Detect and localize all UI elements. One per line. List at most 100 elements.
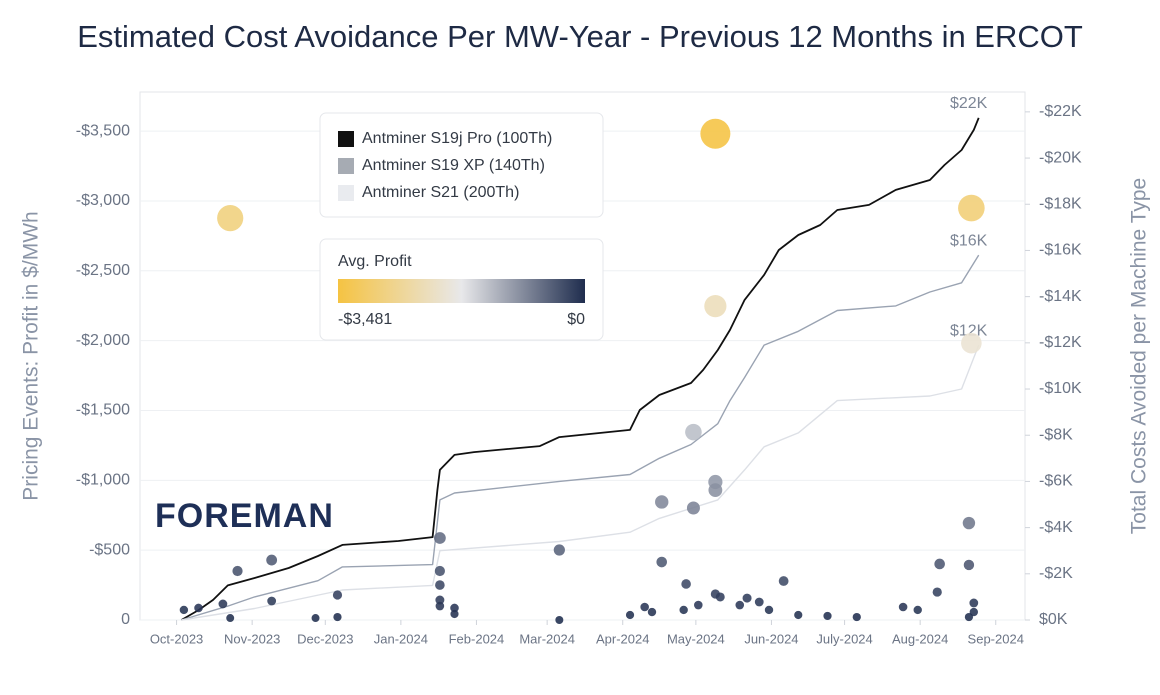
bubble — [963, 559, 975, 571]
y-tick-label: -$1,000 — [76, 472, 130, 489]
bubble — [435, 601, 445, 611]
bubble — [625, 610, 635, 620]
bubble — [266, 554, 278, 566]
x-tick-label: July-2024 — [816, 631, 872, 646]
x-tick-label: Sep-2024 — [968, 631, 1024, 646]
end-label: $16K — [950, 232, 988, 249]
legend-label: Antminer S19 XP (140Th) — [362, 157, 545, 174]
colorbar-title: Avg. Profit — [338, 253, 412, 270]
bubble — [823, 611, 832, 621]
bubble — [555, 616, 564, 624]
end-label: $22K — [950, 95, 988, 112]
bubble — [700, 118, 731, 149]
bubble — [754, 597, 764, 607]
bubble — [553, 544, 565, 556]
colorbar-max-label: $0 — [567, 311, 585, 328]
bubble — [218, 599, 228, 609]
bubble — [852, 612, 861, 622]
y2-tick-label: -$22K — [1039, 103, 1082, 120]
bubble — [435, 595, 445, 605]
y2-axis-title: Total Costs Avoided per Machine Type — [1128, 178, 1151, 534]
y2-tick-label: -$12K — [1039, 334, 1082, 351]
bubble — [450, 603, 459, 613]
bubble — [715, 592, 725, 602]
bubble — [435, 580, 445, 590]
bubble — [226, 614, 235, 623]
bubble — [333, 612, 342, 622]
x-tick-label: Nov-2023 — [224, 631, 280, 646]
bubble — [964, 612, 974, 622]
bubble — [686, 501, 700, 515]
y-axis-title: Pricing Events: Profit in $/MWh — [20, 211, 43, 500]
y2-tick-label: -$10K — [1039, 380, 1082, 397]
series-line — [181, 254, 980, 621]
x-tick-label: Jun-2024 — [744, 631, 798, 646]
bubble — [969, 598, 979, 608]
bubble — [932, 587, 942, 597]
y-tick-label: -$1,500 — [76, 402, 130, 419]
bubble — [962, 516, 976, 530]
bubble — [794, 610, 803, 620]
bubble — [934, 558, 945, 570]
x-tick-label: Dec-2023 — [297, 631, 353, 646]
y-tick-label: -$2,500 — [76, 262, 130, 279]
legend-label: Antminer S19j Pro (100Th) — [362, 130, 552, 147]
bubble — [681, 579, 691, 589]
bubble — [655, 495, 669, 509]
bubble — [764, 605, 774, 615]
bubble — [232, 565, 243, 577]
y-tick-label: -$3,500 — [76, 122, 130, 139]
x-tick-label: Apr-2024 — [596, 631, 649, 646]
bubble — [704, 295, 727, 318]
y-tick-label: -$3,000 — [76, 192, 130, 209]
x-tick-label: May-2024 — [667, 631, 725, 646]
legend-swatch — [338, 185, 354, 201]
bubble — [647, 607, 657, 617]
bubble — [913, 605, 922, 615]
bubble — [640, 602, 649, 612]
bubble — [685, 423, 702, 441]
y2-tick-label: -$16K — [1039, 242, 1082, 259]
x-tick-label: Oct-2023 — [150, 631, 203, 646]
colorbar-gradient — [338, 279, 585, 303]
legend-label: Antminer S21 (200Th) — [362, 184, 519, 201]
y2-tick-label: -$14K — [1039, 288, 1082, 305]
bubble — [267, 596, 277, 606]
colorbar: Avg. Profit -$3,481 $0 — [319, 238, 604, 341]
bubble — [450, 609, 459, 619]
y2-tick-label: -$8K — [1039, 426, 1073, 443]
bubble — [179, 605, 189, 615]
bubble — [735, 600, 745, 610]
x-tick-label: Mar-2024 — [519, 631, 575, 646]
bubble — [694, 600, 703, 610]
y2-tick-label: -$2K — [1039, 565, 1073, 582]
bubble — [217, 205, 244, 232]
legend-swatch — [338, 131, 354, 147]
y2-tick-label: -$6K — [1039, 473, 1073, 490]
bubble — [311, 614, 320, 623]
bubble — [194, 603, 203, 613]
y2-tick-label: -$4K — [1039, 519, 1073, 536]
x-tick-label: Feb-2024 — [449, 631, 505, 646]
legend: Antminer S19j Pro (100Th) Antminer S19 XP… — [319, 112, 604, 218]
watermark: FOREMAN — [155, 497, 334, 535]
bubble — [679, 605, 688, 615]
y-tick-label: 0 — [121, 611, 130, 628]
y2-tick-label: -$20K — [1039, 149, 1082, 166]
bubble — [332, 590, 343, 600]
x-tick-label: Jan-2024 — [374, 631, 428, 646]
legend-swatch — [338, 158, 354, 174]
bubble — [742, 593, 752, 603]
bubble — [778, 576, 789, 586]
bubble — [434, 565, 445, 577]
y2-tick-label: -$18K — [1039, 195, 1082, 212]
chart-title: Estimated Cost Avoidance Per MW-Year - P… — [77, 19, 1083, 54]
bubble — [708, 483, 723, 497]
end-label: $12K — [950, 322, 988, 339]
y-tick-label: -$500 — [89, 541, 130, 558]
bubble — [433, 532, 446, 544]
bubble — [656, 556, 668, 568]
y-tick-label: -$2,000 — [76, 332, 130, 349]
